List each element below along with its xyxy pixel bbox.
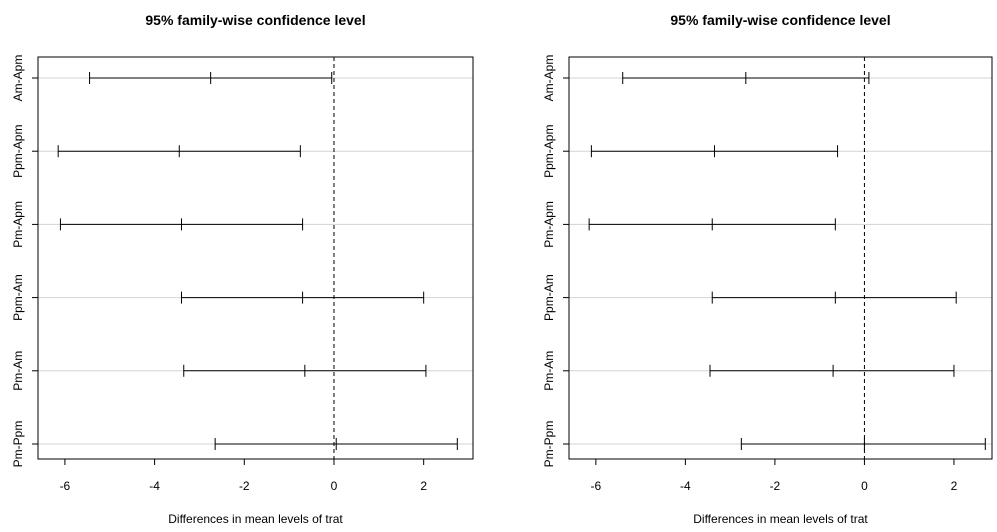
interval-ppm-apm <box>57 145 301 158</box>
x-tick-label: -6 <box>591 479 602 493</box>
y-tick-label: Pm-Ppm <box>542 421 556 468</box>
x-tick-label: 2 <box>420 479 427 493</box>
x-tick-label: -6 <box>60 479 71 493</box>
interval-pm-ppm <box>740 438 986 450</box>
y-tick-label: Ppm-Apm <box>11 125 25 178</box>
y-tick-label: Ppm-Am <box>542 274 556 321</box>
y-tick-label: Ppm-Am <box>11 274 25 321</box>
interval-pm-am <box>709 364 955 377</box>
chart-title: 95% family-wise confidence level <box>670 12 890 28</box>
chart-panel-1: 95% family-wise confidence level Am-Apm Pp… <box>11 12 474 526</box>
x-tick-label: 0 <box>331 479 338 493</box>
interval-pm-apm <box>588 218 836 231</box>
chart-title: 95% family-wise confidence level <box>145 12 365 28</box>
y-tick-label: Pm-Am <box>11 351 25 391</box>
x-tick-label: 2 <box>951 479 958 493</box>
interval-am-apm <box>89 72 333 84</box>
y-tick-label: Am-Apm <box>542 55 556 102</box>
y-tick-label: Am-Apm <box>11 55 25 102</box>
interval-am-apm <box>622 72 870 84</box>
y-tick-label: Pm-Apm <box>11 201 25 248</box>
y-tick-label: Pm-Am <box>542 351 556 391</box>
x-tick-label: 0 <box>861 479 868 493</box>
x-tick-label: -2 <box>239 479 250 493</box>
interval-pm-apm <box>59 218 304 231</box>
x-tick-label: -4 <box>680 479 691 493</box>
interval-ppm-apm <box>590 145 839 158</box>
x-axis-title: Differences in mean levels of trat <box>693 512 868 526</box>
interval-pm-am <box>183 364 427 377</box>
x-axis-title: Differences in mean levels of trat <box>168 512 343 526</box>
chart-panel-2: 95% family-wise confidence level Am-Apm Pp… <box>542 12 993 526</box>
interval-ppm-am <box>181 291 425 304</box>
y-tick-label: Pm-Apm <box>542 201 556 248</box>
interval-pm-ppm <box>214 438 458 450</box>
x-tick-label: -4 <box>149 479 160 493</box>
plot-frame <box>568 56 993 460</box>
plot-frame <box>37 56 474 460</box>
y-tick-label: Ppm-Apm <box>542 125 556 178</box>
y-tick-label: Pm-Ppm <box>11 421 25 468</box>
x-tick-label: -2 <box>770 479 781 493</box>
interval-ppm-am <box>711 291 957 304</box>
